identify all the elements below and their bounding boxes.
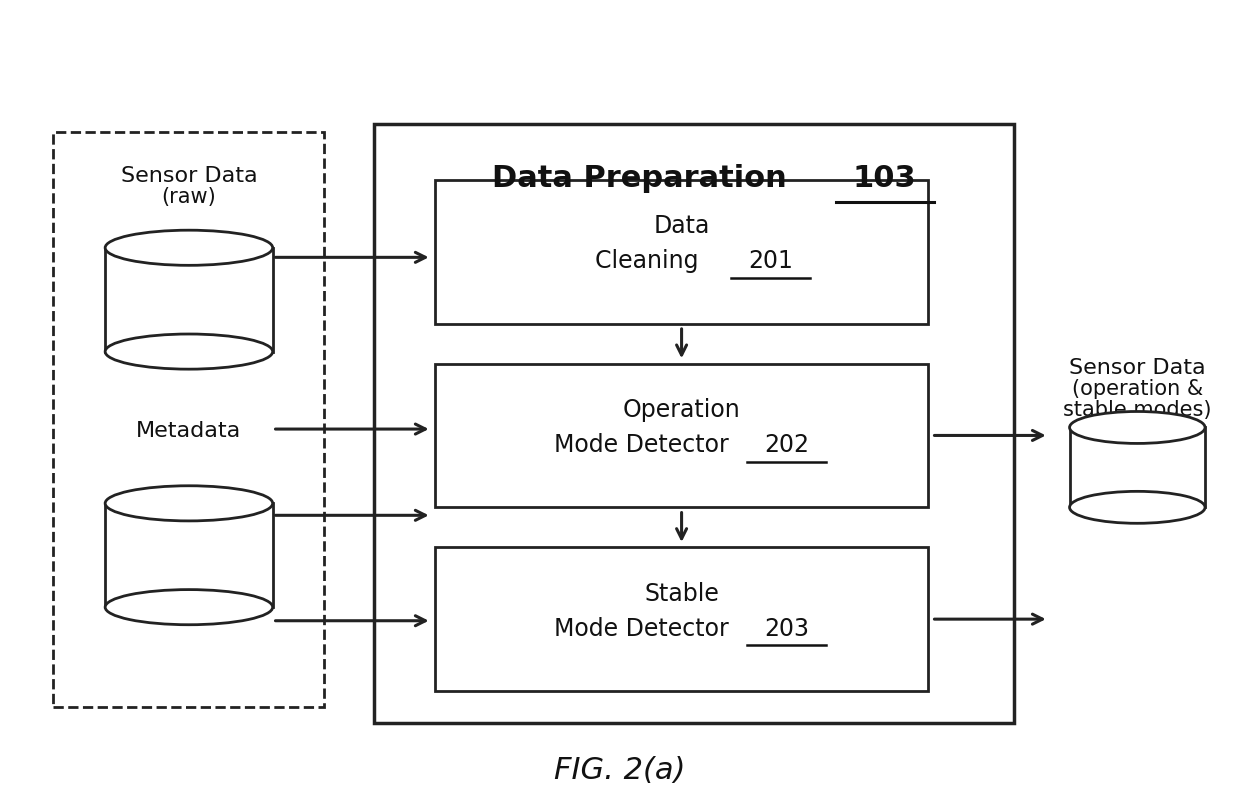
FancyBboxPatch shape [105,248,273,352]
Text: 103: 103 [853,164,916,193]
Ellipse shape [105,334,273,369]
FancyBboxPatch shape [373,124,1014,723]
Text: Mode Detector: Mode Detector [553,433,735,457]
Text: 203: 203 [764,617,808,641]
Text: FIG. 2(a): FIG. 2(a) [554,756,686,785]
Ellipse shape [105,486,273,521]
FancyBboxPatch shape [435,364,928,508]
Text: Stable: Stable [644,582,719,605]
Text: 202: 202 [764,433,808,457]
Ellipse shape [105,590,273,625]
Ellipse shape [105,230,273,266]
FancyBboxPatch shape [435,180,928,324]
Text: 201: 201 [748,249,792,274]
Text: Mode Detector: Mode Detector [553,617,735,641]
Text: Sensor Data: Sensor Data [120,166,257,186]
Text: Cleaning: Cleaning [595,249,707,274]
Ellipse shape [1070,491,1205,523]
Text: (raw): (raw) [161,187,216,207]
Text: Data: Data [653,214,709,238]
Text: Operation: Operation [622,398,740,422]
Text: Metadata: Metadata [136,421,242,441]
FancyBboxPatch shape [1070,428,1205,508]
FancyBboxPatch shape [105,504,273,607]
Text: stable modes): stable modes) [1063,400,1211,420]
Text: (operation &: (operation & [1071,379,1203,399]
FancyBboxPatch shape [435,547,928,691]
Ellipse shape [1070,412,1205,443]
Text: Data Preparation: Data Preparation [492,164,797,193]
FancyBboxPatch shape [53,132,325,707]
Text: Sensor Data: Sensor Data [1069,358,1205,378]
